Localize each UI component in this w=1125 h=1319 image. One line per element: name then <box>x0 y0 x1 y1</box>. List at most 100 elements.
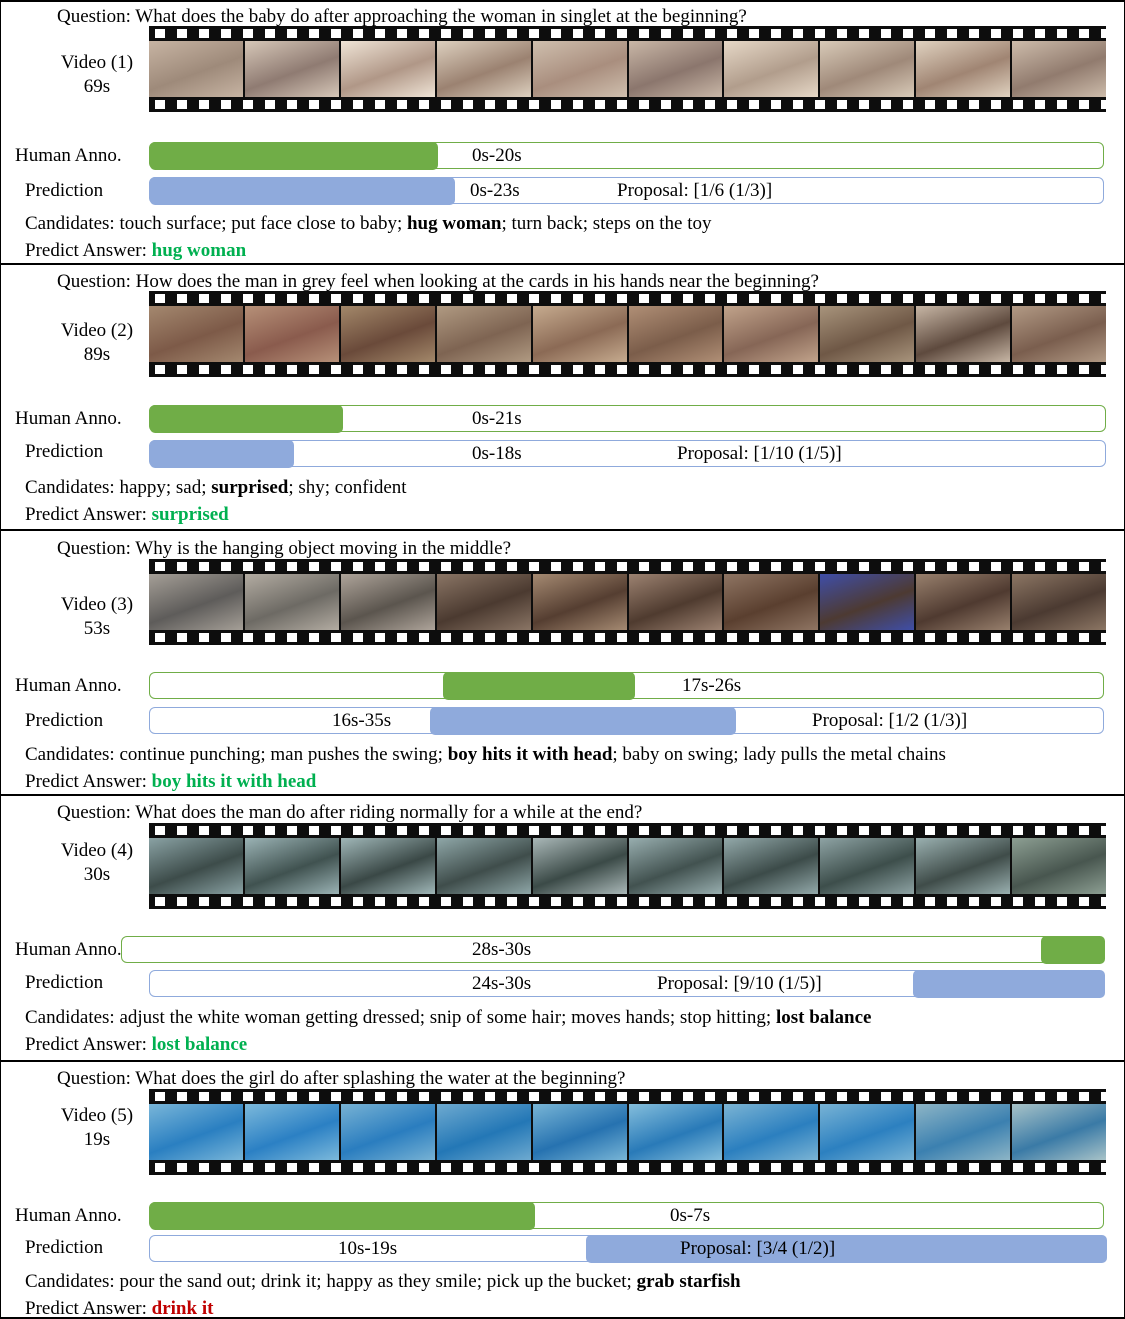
video-frame <box>436 1104 531 1160</box>
video-frame <box>724 838 819 894</box>
video-frame <box>1012 41 1106 97</box>
video-frame <box>340 41 435 97</box>
prediction-bar: 0s-18s Proposal: [1/10 (1/5)] <box>149 439 1106 468</box>
sprocket-holes-top <box>149 29 1106 38</box>
video-duration: 30s <box>83 864 111 885</box>
video-frame <box>532 306 627 362</box>
prediction-label: Prediction <box>25 972 104 993</box>
video-frame <box>244 838 339 894</box>
video-frame <box>628 574 723 630</box>
video-frame <box>628 1104 723 1160</box>
ground-truth-candidate: boy hits it with head <box>447 744 613 765</box>
answer-prefix: Predict Answer: <box>25 504 152 525</box>
human-annotation-bar: 0s-21s <box>149 404 1106 433</box>
video-frame <box>532 1104 627 1160</box>
question-line: Question: What does the man do after rid… <box>57 802 642 824</box>
human-annotation-segment <box>150 141 438 170</box>
candidate-text: adjust the white woman getting dressed; … <box>119 1007 776 1028</box>
candidate-text: touch surface; put face close to baby; <box>119 213 407 234</box>
candidates-prefix: Candidates: <box>25 213 120 234</box>
video-label: Video (4) 30s <box>51 839 143 887</box>
sprocket-holes-bottom <box>149 897 1106 906</box>
prediction-label: Prediction <box>25 441 104 462</box>
sprocket-holes-top <box>149 1092 1106 1101</box>
prediction-range: 0s-23s <box>470 180 520 201</box>
predicted-answer-line: Predict Answer: boy hits it with head <box>25 771 316 793</box>
prediction-range: 0s-18s <box>472 443 522 464</box>
example-panel: Question: How does the man in grey feel … <box>0 265 1125 531</box>
human-annotation-bar: 17s-26s <box>149 671 1104 700</box>
example-panel: Question: What does the girl do after sp… <box>0 1062 1125 1319</box>
video-frame <box>916 306 1011 362</box>
human-annotation-label: Human Anno. <box>15 675 122 696</box>
human-annotation-range: 0s-21s <box>472 408 522 429</box>
prediction-segment <box>150 439 294 468</box>
question-line: Question: What does the girl do after sp… <box>57 1068 625 1090</box>
candidate-text: continue punching; man pushes the swing; <box>119 744 448 765</box>
candidates-prefix: Candidates: <box>25 477 120 498</box>
question-line: Question: Why is the hanging object movi… <box>57 538 511 560</box>
prediction-bar: 16s-35s Proposal: [1/2 (1/3)] <box>149 706 1104 735</box>
question-text: What does the baby do after approaching … <box>135 6 747 27</box>
video-frame <box>436 574 531 630</box>
video-frame <box>628 306 723 362</box>
question-text: What does the girl do after splashing th… <box>135 1068 626 1089</box>
video-duration: 69s <box>83 76 111 97</box>
ground-truth-candidate: lost balance <box>775 1007 872 1028</box>
frame-row <box>149 1104 1106 1160</box>
video-frame <box>724 306 819 362</box>
human-annotation-segment <box>1041 935 1105 964</box>
video-frame <box>724 41 819 97</box>
video-frame <box>820 306 915 362</box>
video-frame <box>532 41 627 97</box>
video-frame <box>628 41 723 97</box>
video-frame <box>244 1104 339 1160</box>
proposal-text: Proposal: [1/2 (1/3)] <box>812 710 968 731</box>
candidate-text: happy; sad; <box>119 477 212 498</box>
frame-row <box>149 574 1106 630</box>
video-duration: 19s <box>83 1129 111 1150</box>
video-frame <box>340 1104 435 1160</box>
ground-truth-candidate: grab starfish <box>636 1271 741 1292</box>
video-name: Video (4) <box>60 840 134 861</box>
question-prefix: Question: <box>57 1068 136 1089</box>
candidates-prefix: Candidates: <box>25 1271 120 1292</box>
video-frame <box>149 838 243 894</box>
example-panel: Question: Why is the hanging object movi… <box>0 531 1125 796</box>
answer-prefix: Predict Answer: <box>25 771 152 792</box>
answer-prefix: Predict Answer: <box>25 240 152 261</box>
video-name: Video (1) <box>60 52 134 73</box>
human-annotation-segment <box>150 1201 535 1230</box>
predicted-answer-line: Predict Answer: surprised <box>25 504 229 526</box>
candidate-text: ; turn back; steps on the toy <box>501 213 712 234</box>
video-frame <box>820 838 915 894</box>
question-line: Question: How does the man in grey feel … <box>57 271 819 293</box>
frame-row <box>149 838 1106 894</box>
question-text: What does the man do after riding normal… <box>135 802 643 823</box>
video-frame <box>340 838 435 894</box>
answer-prefix: Predict Answer: <box>25 1034 152 1055</box>
human-annotation-range: 28s-30s <box>472 939 532 960</box>
predicted-answer: boy hits it with head <box>151 771 317 792</box>
question-prefix: Question: <box>57 6 136 27</box>
human-annotation-range: 0s-20s <box>472 145 522 166</box>
prediction-segment <box>430 706 736 735</box>
video-frame <box>1012 306 1106 362</box>
candidates-prefix: Candidates: <box>25 1007 120 1028</box>
video-frame <box>340 574 435 630</box>
video-frame <box>532 574 627 630</box>
video-filmstrip <box>149 559 1106 645</box>
video-frame <box>820 1104 915 1160</box>
human-annotation-segment <box>443 671 635 700</box>
prediction-segment <box>586 1234 1107 1263</box>
prediction-range: 16s-35s <box>332 710 392 731</box>
ground-truth-candidate: surprised <box>211 477 289 498</box>
sprocket-holes-top <box>149 294 1106 303</box>
human-annotation-segment <box>150 404 343 433</box>
answer-prefix: Predict Answer: <box>25 1298 152 1319</box>
video-duration: 89s <box>83 344 111 365</box>
predicted-answer: lost balance <box>151 1034 248 1055</box>
sprocket-holes-bottom <box>149 633 1106 642</box>
video-filmstrip <box>149 823 1106 909</box>
video-frame <box>820 574 915 630</box>
